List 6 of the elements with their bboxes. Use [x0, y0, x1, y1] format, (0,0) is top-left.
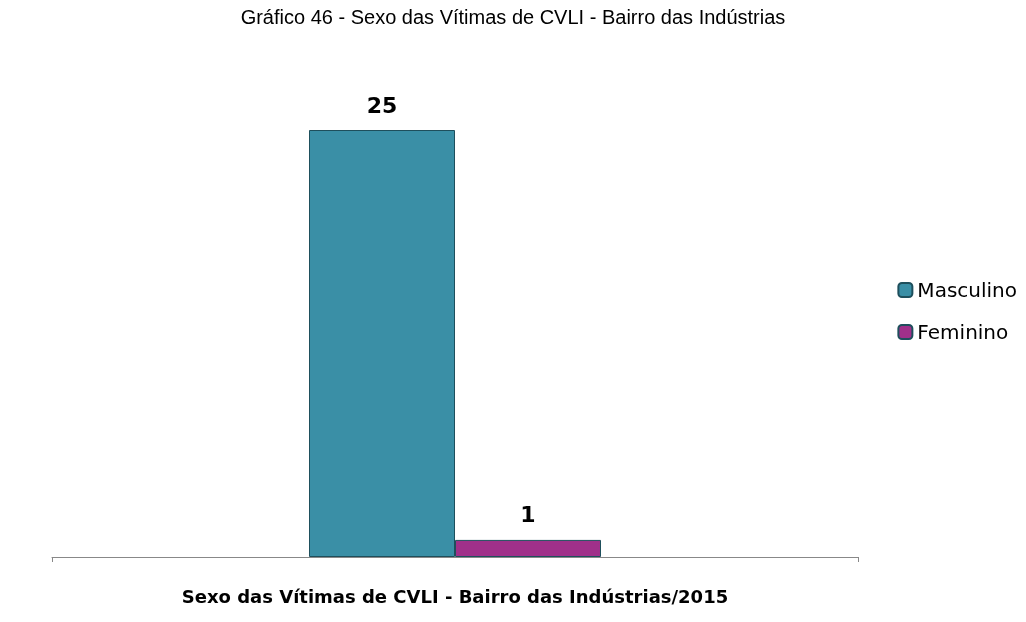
x-axis-title: Sexo das Vítimas de CVLI - Bairro das Indústrias/2015 — [181, 585, 729, 607]
chart-title: Gráfico 46 - Sexo das Vítimas de CVLI - Bairro das Indústrias — [240, 6, 786, 28]
legend-label: Feminino — [917, 320, 1009, 344]
data-label: 25 — [366, 92, 398, 118]
legend-label: Masculino — [917, 278, 1018, 302]
data-label: 1 — [520, 502, 536, 528]
